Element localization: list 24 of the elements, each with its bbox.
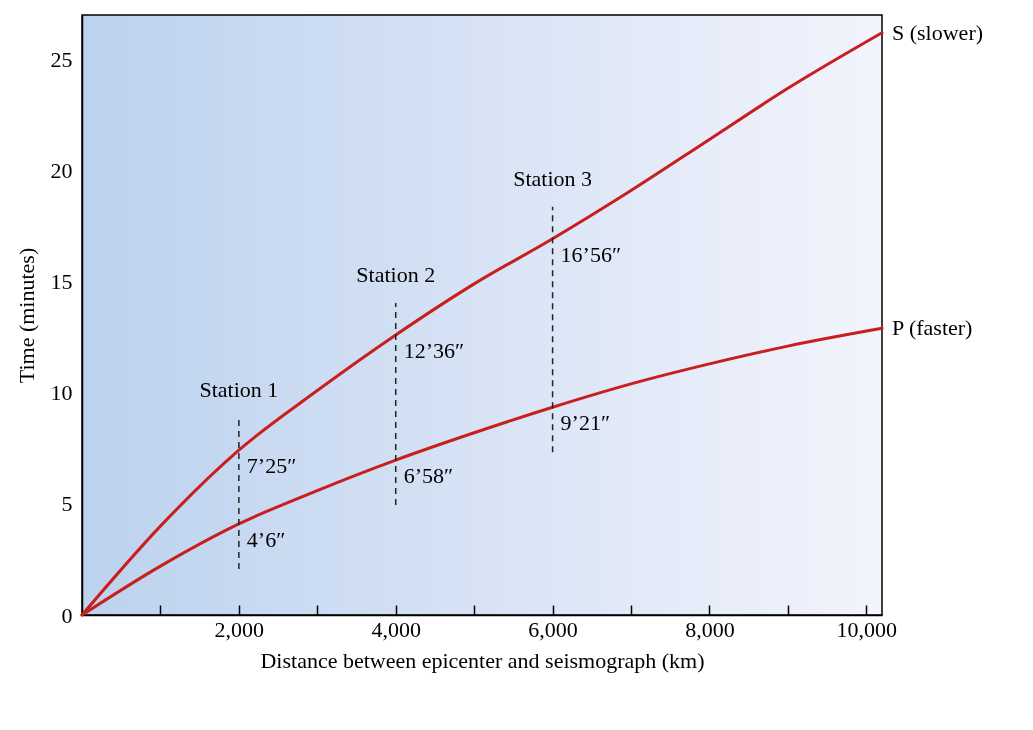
x-tick-label: 8,000: [685, 616, 735, 642]
series-label: S (slower): [892, 19, 984, 45]
annotation: 6’58″: [403, 463, 454, 489]
annotation: 4’6″: [246, 526, 286, 552]
annotation: 9’21″: [560, 410, 611, 436]
y-tick-label: 0: [61, 602, 73, 628]
x-tick-label: 10,000: [836, 616, 898, 642]
ref-line-label: Station 1: [199, 377, 279, 403]
annotation: 16’56″: [560, 241, 622, 267]
y-tick-label: 5: [61, 491, 73, 517]
series-label: P (faster): [892, 315, 973, 341]
y-tick-label: 25: [50, 46, 73, 72]
y-axis-title: Time (minutes): [13, 247, 39, 384]
x-tick-label: 6,000: [528, 616, 578, 642]
y-tick-label: 10: [50, 380, 73, 406]
y-tick-label: 20: [50, 158, 73, 184]
x-tick-label: 4,000: [371, 616, 421, 642]
annotation: 7’25″: [246, 453, 297, 479]
annotation: 12’36″: [403, 338, 465, 363]
x-tick-label: 2,000: [214, 616, 265, 642]
x-axis-title: Distance between epicenter and seismograph (km): [260, 647, 705, 673]
ref-line-label: Station 3: [513, 165, 593, 191]
y-tick-label: 15: [50, 269, 73, 295]
ref-line-label: Station 2: [356, 262, 436, 287]
